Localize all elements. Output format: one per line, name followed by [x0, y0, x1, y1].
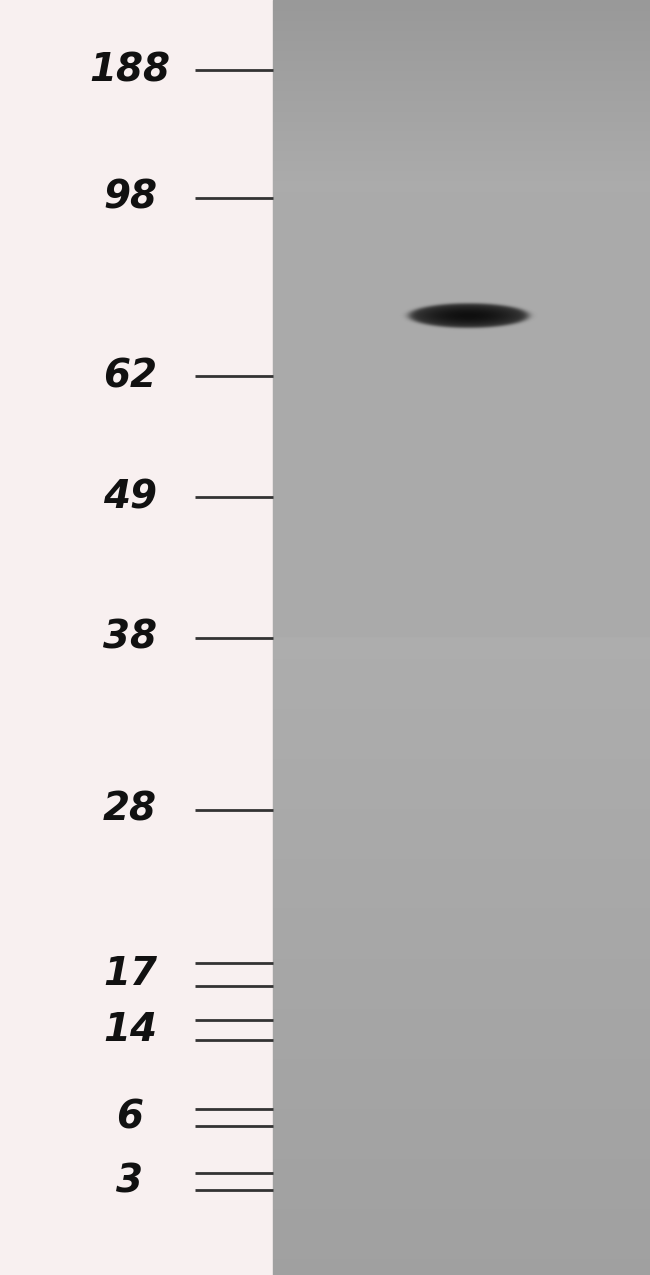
Text: 62: 62: [103, 357, 157, 395]
Bar: [0, 0, 273, 1275]
Text: 38: 38: [103, 618, 157, 657]
Text: 17: 17: [103, 955, 157, 993]
Text: 28: 28: [103, 790, 157, 829]
Bar: [273, 0, 650, 1275]
Text: 3: 3: [116, 1163, 144, 1200]
Text: 6: 6: [116, 1099, 144, 1136]
Text: 49: 49: [103, 478, 157, 516]
Text: 188: 188: [90, 51, 170, 89]
Text: 14: 14: [103, 1011, 157, 1049]
Text: 98: 98: [103, 179, 157, 217]
